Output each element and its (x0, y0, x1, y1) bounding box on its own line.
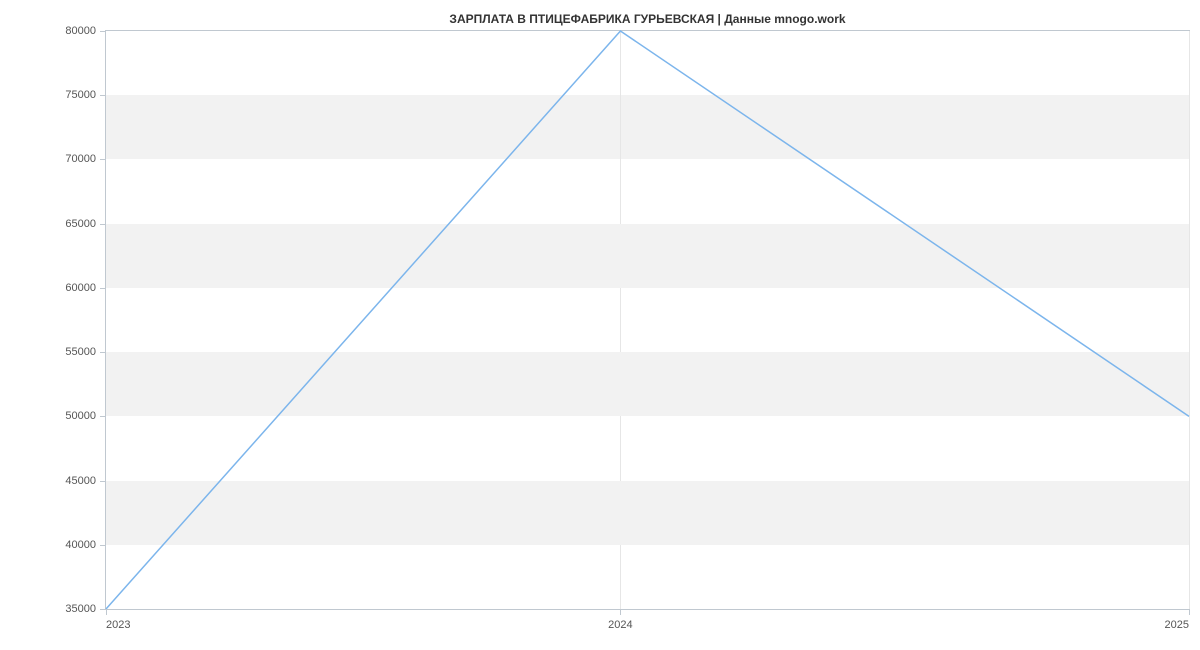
y-axis-label: 60000 (65, 282, 106, 294)
grid-line-vertical (1189, 31, 1190, 609)
y-axis-label: 75000 (65, 89, 106, 101)
x-axis-label: 2024 (608, 609, 632, 631)
plot-area: 3500040000450005000055000600006500070000… (105, 30, 1190, 610)
chart-title: ЗАРПЛАТА В ПТИЦЕФАБРИКА ГУРЬЕВСКАЯ | Дан… (105, 10, 1190, 26)
y-axis-label: 45000 (65, 475, 106, 487)
x-axis-label: 2025 (1165, 609, 1189, 631)
y-axis-label: 55000 (65, 346, 106, 358)
y-axis-label: 35000 (65, 603, 106, 615)
line-chart-svg (106, 31, 1189, 609)
x-axis-label: 2023 (106, 609, 130, 631)
x-tick (1189, 609, 1190, 615)
line-series (106, 31, 1189, 609)
y-axis-label: 40000 (65, 539, 106, 551)
y-axis-label: 50000 (65, 410, 106, 422)
y-axis-label: 65000 (65, 218, 106, 230)
y-axis-label: 80000 (65, 25, 106, 37)
y-axis-label: 70000 (65, 153, 106, 165)
chart-container: ЗАРПЛАТА В ПТИЦЕФАБРИКА ГУРЬЕВСКАЯ | Дан… (0, 0, 1200, 650)
